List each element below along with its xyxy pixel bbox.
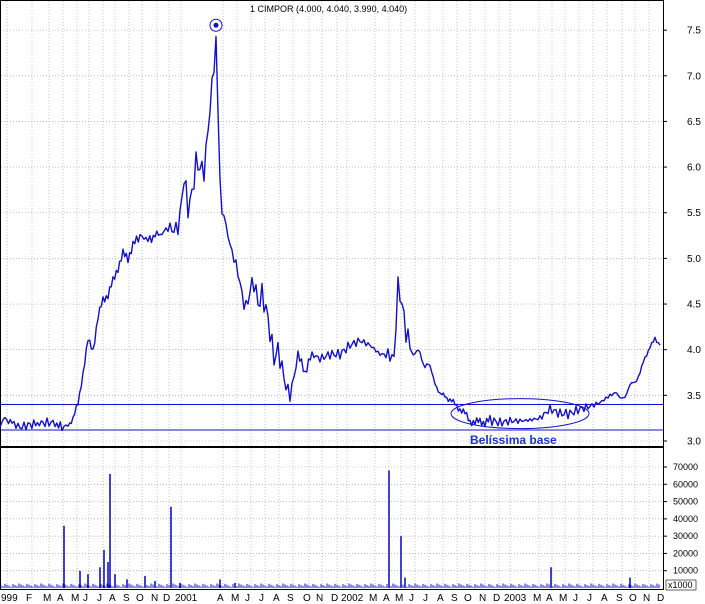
chart-title: 1 CIMPOR (4.000, 4.040, 3.990, 4.040) bbox=[250, 4, 407, 14]
volume-tick-label: 30000 bbox=[673, 531, 698, 541]
time-tick-label: A bbox=[273, 593, 280, 604]
time-tick-label: A bbox=[383, 593, 390, 604]
support-lines bbox=[1, 403, 663, 431]
time-tick-label: A bbox=[57, 593, 64, 604]
time-tick-label: M bbox=[369, 593, 377, 604]
time-tick-label: N bbox=[643, 593, 650, 604]
horizontal-gridlines bbox=[1, 29, 663, 572]
price-tick-label: 4.0 bbox=[687, 345, 701, 356]
volume-tick-label: 10000 bbox=[673, 566, 698, 576]
time-tick-label: M bbox=[43, 593, 51, 604]
time-tick-label: O bbox=[464, 593, 472, 604]
time-tick-label: M bbox=[71, 593, 79, 604]
volume-multiplier-box bbox=[665, 579, 697, 591]
time-tick-label: A bbox=[546, 593, 553, 604]
time-tick-label: O bbox=[303, 593, 311, 604]
time-tick-label: F bbox=[26, 593, 32, 604]
volume-panel-frame bbox=[0, 447, 664, 590]
time-tick-label: N bbox=[316, 593, 323, 604]
volume-tick-label: 50000 bbox=[673, 497, 698, 507]
time-tick-label: A bbox=[217, 593, 224, 604]
time-tick-label: S bbox=[451, 593, 458, 604]
time-tick-label: D bbox=[657, 593, 664, 604]
time-tick-label: M bbox=[533, 593, 541, 604]
volume-axis-ticks: 10000 20000 30000 40000 50000 60000 70000 bbox=[663, 462, 698, 576]
price-tick-label: 3.0 bbox=[687, 437, 701, 448]
price-axis-ticks: 3.0 3.5 4.0 4.5 5.0 5.5 6.0 6.5 7.0 7.5 bbox=[663, 26, 701, 448]
time-tick-label: N bbox=[479, 593, 486, 604]
time-axis-ticks: 999 F M A M J J A S O N D 2001 A M J J A S O N D 2002 M A M J J A S O N… bbox=[1, 593, 664, 604]
annotation-label: Belíssima base bbox=[470, 433, 557, 447]
price-tick-label: 5.5 bbox=[687, 208, 701, 219]
base-ellipse bbox=[450, 398, 590, 430]
time-tick-label: J bbox=[245, 593, 250, 604]
vertical-gridlines bbox=[6, 1, 650, 589]
time-tick-label: 999 bbox=[1, 593, 18, 604]
time-tick-label: D bbox=[163, 593, 170, 604]
time-tick-label: N bbox=[151, 593, 158, 604]
time-tick-label: J bbox=[573, 593, 578, 604]
time-tick-label: O bbox=[629, 593, 637, 604]
volume-bars bbox=[0, 470, 660, 588]
time-tick-label: J bbox=[259, 593, 264, 604]
volume-tick-label: 20000 bbox=[673, 548, 698, 558]
price-tick-label: 6.5 bbox=[687, 117, 701, 128]
time-tick-label: M bbox=[395, 593, 403, 604]
time-tick-label: J bbox=[97, 593, 102, 604]
time-tick-label: S bbox=[616, 593, 623, 604]
time-tick-label: S bbox=[287, 593, 294, 604]
price-tick-label: 5.0 bbox=[687, 254, 701, 265]
time-tick-label: 2002 bbox=[341, 593, 364, 604]
time-tick-label: D bbox=[331, 593, 338, 604]
time-tick-label: A bbox=[437, 593, 444, 604]
time-tick-label: 2003 bbox=[504, 593, 527, 604]
time-tick-label: D bbox=[493, 593, 500, 604]
time-tick-label: 2001 bbox=[175, 593, 198, 604]
volume-tick-label: 60000 bbox=[673, 479, 698, 489]
price-marker-icon bbox=[209, 18, 223, 32]
time-tick-label: A bbox=[601, 593, 608, 604]
price-tick-label: 7.5 bbox=[687, 26, 701, 37]
price-panel-frame bbox=[0, 0, 664, 447]
time-tick-label: O bbox=[136, 593, 144, 604]
price-line bbox=[0, 35, 661, 432]
volume-tick-label: 40000 bbox=[673, 514, 698, 524]
time-tick-label: J bbox=[587, 593, 592, 604]
price-tick-label: 6.0 bbox=[687, 163, 701, 174]
price-tick-label: 7.0 bbox=[687, 71, 701, 82]
volume-tick-label: 70000 bbox=[673, 462, 698, 472]
time-tick-label: J bbox=[83, 593, 88, 604]
time-tick-label: S bbox=[123, 593, 130, 604]
price-tick-label: 4.5 bbox=[687, 300, 701, 311]
time-tick-label: M bbox=[559, 593, 567, 604]
time-tick-label: J bbox=[409, 593, 414, 604]
volume-multiplier-label: x1000 bbox=[668, 580, 693, 590]
price-tick-label: 3.5 bbox=[687, 391, 701, 402]
time-tick-label: M bbox=[231, 593, 239, 604]
time-tick-label: J bbox=[423, 593, 428, 604]
time-tick-label: A bbox=[109, 593, 116, 604]
